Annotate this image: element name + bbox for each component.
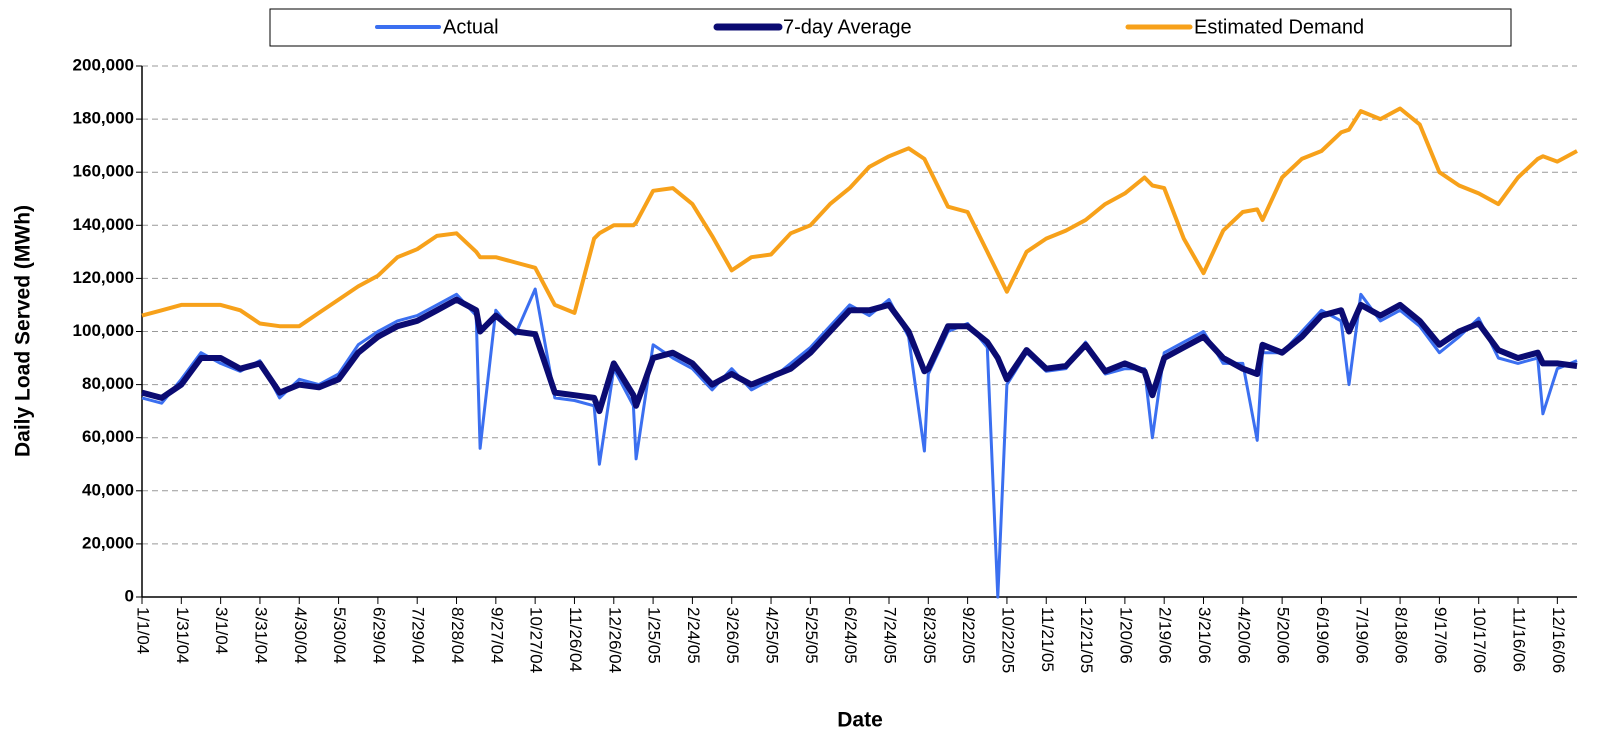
x-tick-label: 11/16/06	[1510, 607, 1529, 672]
x-tick-label: 11/21/05	[1038, 607, 1057, 672]
y-tick-label: 40,000	[82, 480, 134, 499]
y-tick-label: 120,000	[73, 268, 134, 287]
x-tick-label: 11/26/04	[566, 607, 585, 672]
series-line	[141, 287, 1578, 599]
x-tick-label: 10/22/05	[998, 607, 1017, 673]
x-tick-label: 6/29/04	[369, 607, 388, 664]
series-line	[141, 106, 1578, 329]
x-tick-label: 9/17/06	[1431, 607, 1450, 664]
x-tick-label: 7/19/06	[1352, 607, 1371, 664]
x-tick-label: 3/26/05	[723, 607, 742, 664]
x-tick-label: 6/19/06	[1313, 607, 1332, 664]
y-tick-label: 20,000	[82, 533, 134, 552]
x-tick-label: 5/20/06	[1274, 607, 1293, 664]
y-axis-title: Daily Load Served (MWh)	[12, 205, 35, 457]
x-tick-label: 12/16/06	[1549, 607, 1568, 673]
x-tick-label: 9/22/05	[959, 607, 978, 664]
x-tick-label: 5/30/04	[330, 607, 349, 664]
x-tick-label: 4/25/05	[763, 607, 782, 664]
x-tick-label: 5/25/05	[802, 607, 821, 664]
x-tick-label: 1/31/04	[173, 607, 192, 664]
x-tick-label: 6/24/05	[841, 607, 860, 664]
x-tick-label: 2/19/06	[1156, 607, 1175, 664]
x-tick-label: 12/21/05	[1077, 607, 1096, 673]
y-tick-label: 100,000	[73, 321, 134, 340]
legend-label: 7-day Average	[783, 16, 912, 38]
y-tick-label: 80,000	[82, 374, 134, 393]
x-tick-label: 1/20/06	[1116, 607, 1135, 664]
legend-label: Estimated Demand	[1194, 16, 1364, 38]
x-tick-label: 4/30/04	[291, 607, 310, 664]
y-tick-label: 160,000	[73, 162, 134, 181]
x-tick-label: 3/1/04	[212, 607, 231, 654]
legend-label: Actual	[443, 16, 499, 38]
x-axis-title: Date	[837, 709, 883, 732]
x-tick-label: 10/27/04	[527, 607, 546, 673]
x-tick-label: 8/23/05	[920, 607, 939, 664]
x-tick-label: 12/26/04	[605, 607, 624, 673]
x-tick-label: 4/20/06	[1234, 607, 1253, 664]
x-tick-label: 2/24/05	[684, 607, 703, 664]
x-tick-label: 1/25/05	[645, 607, 664, 664]
y-tick-label: 140,000	[73, 215, 134, 234]
x-tick-label: 1/1/04	[134, 607, 153, 654]
x-tick-label: 8/18/06	[1392, 607, 1411, 664]
legend-box	[269, 8, 1512, 47]
y-tick-label: 200,000	[73, 55, 134, 74]
x-tick-label: 8/28/04	[448, 607, 467, 664]
series-line	[141, 296, 1578, 415]
x-tick-label: 7/24/05	[881, 607, 900, 664]
x-tick-label: 10/17/06	[1470, 607, 1489, 673]
x-tick-label: 7/29/04	[409, 607, 428, 664]
x-tick-label: 3/21/06	[1195, 607, 1214, 664]
y-tick-label: 0	[125, 586, 134, 605]
x-tick-label: 3/31/04	[251, 607, 270, 664]
y-tick-label: 60,000	[82, 427, 134, 446]
y-tick-label: 180,000	[73, 109, 134, 128]
x-tick-label: 9/27/04	[487, 607, 506, 664]
